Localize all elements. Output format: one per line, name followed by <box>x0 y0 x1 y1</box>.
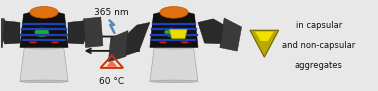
Polygon shape <box>20 47 68 81</box>
Polygon shape <box>0 17 5 48</box>
Polygon shape <box>150 47 198 81</box>
Polygon shape <box>20 9 68 47</box>
Ellipse shape <box>23 46 65 49</box>
Bar <box>152 39 197 41</box>
Polygon shape <box>220 18 242 51</box>
Text: aggregates: aggregates <box>295 61 343 70</box>
Circle shape <box>29 41 37 43</box>
Polygon shape <box>170 29 187 38</box>
Bar <box>22 39 67 41</box>
Text: 60 °C: 60 °C <box>99 77 124 86</box>
Text: 365 nm: 365 nm <box>94 8 129 17</box>
Bar <box>151 28 197 30</box>
Circle shape <box>51 41 59 43</box>
Polygon shape <box>83 17 103 48</box>
Ellipse shape <box>165 28 179 37</box>
Polygon shape <box>106 60 118 67</box>
Ellipse shape <box>153 46 195 49</box>
Polygon shape <box>0 21 20 44</box>
Bar <box>20 34 68 36</box>
Bar <box>21 28 67 30</box>
Polygon shape <box>255 32 274 41</box>
Ellipse shape <box>20 80 68 83</box>
Text: and non-capsular: and non-capsular <box>282 41 356 50</box>
Text: +: + <box>227 37 238 50</box>
Polygon shape <box>150 9 198 47</box>
Circle shape <box>181 41 189 43</box>
Ellipse shape <box>30 7 58 18</box>
Bar <box>22 23 66 25</box>
Ellipse shape <box>35 28 49 37</box>
Polygon shape <box>68 21 88 44</box>
Ellipse shape <box>150 80 198 83</box>
Polygon shape <box>250 30 279 57</box>
Polygon shape <box>108 31 128 62</box>
Polygon shape <box>119 22 150 57</box>
Text: in capsular: in capsular <box>296 21 342 30</box>
Circle shape <box>159 41 167 43</box>
Bar <box>150 34 198 36</box>
Ellipse shape <box>160 7 188 18</box>
Polygon shape <box>198 19 231 44</box>
Bar <box>152 23 196 25</box>
